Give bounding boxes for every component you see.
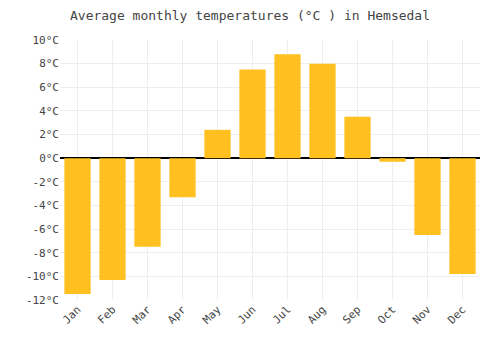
- svg-text:May: May: [200, 303, 224, 327]
- svg-text:Jun: Jun: [235, 303, 258, 326]
- svg-text:Aug: Aug: [305, 303, 328, 326]
- svg-text:Jan: Jan: [60, 303, 83, 326]
- svg-text:2°C: 2°C: [39, 128, 59, 141]
- svg-text:10°C: 10°C: [33, 34, 60, 47]
- svg-text:8°C: 8°C: [39, 57, 59, 70]
- svg-text:4°C: 4°C: [39, 105, 59, 118]
- svg-text:Dec: Dec: [445, 303, 468, 326]
- svg-text:-4°C: -4°C: [33, 199, 60, 212]
- svg-text:Feb: Feb: [95, 303, 118, 326]
- svg-text:-6°C: -6°C: [33, 223, 60, 236]
- svg-text:Jul: Jul: [270, 303, 293, 326]
- svg-text:Sep: Sep: [340, 303, 363, 326]
- svg-text:-8°C: -8°C: [33, 247, 60, 260]
- svg-text:Mar: Mar: [130, 303, 154, 327]
- svg-text:-10°C: -10°C: [26, 270, 59, 283]
- svg-text:0°C: 0°C: [39, 152, 59, 165]
- svg-text:Apr: Apr: [165, 303, 189, 327]
- svg-text:-12°C: -12°C: [26, 294, 59, 307]
- svg-text:Average monthly temperatures (: Average monthly temperatures (°C ) in He…: [70, 8, 430, 23]
- svg-text:-2°C: -2°C: [33, 176, 60, 189]
- svg-text:Oct: Oct: [375, 303, 398, 326]
- svg-text:Nov: Nov: [410, 303, 434, 327]
- svg-text:6°C: 6°C: [39, 81, 59, 94]
